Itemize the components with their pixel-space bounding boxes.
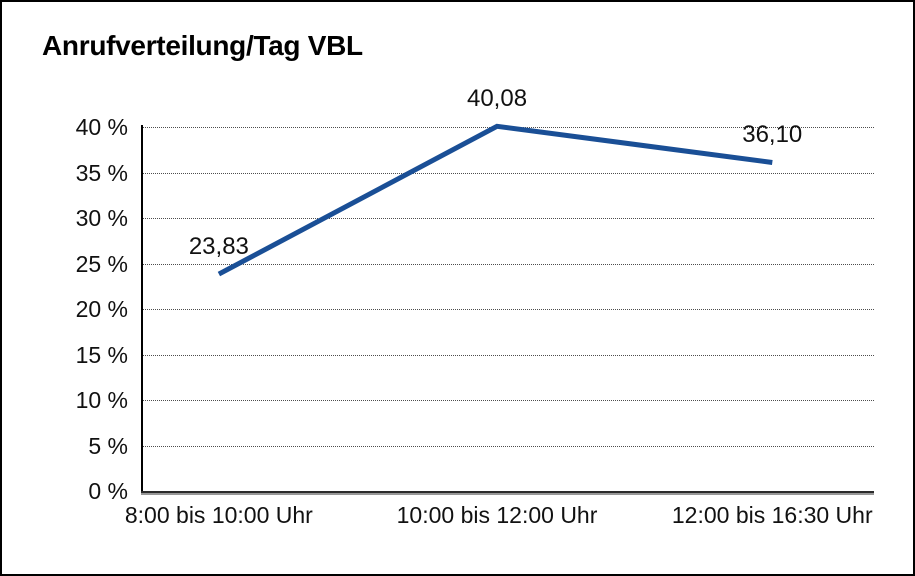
- gridline: [142, 309, 874, 310]
- y-tick-label: 0 %: [88, 478, 128, 504]
- y-tick-label: 5 %: [88, 432, 128, 459]
- y-tick-label: 30 %: [75, 205, 128, 231]
- point-label: 40,08: [466, 85, 528, 113]
- gridline: [142, 400, 874, 401]
- point-label: 23,83: [188, 233, 249, 261]
- y-tick-label: 10 %: [75, 387, 128, 413]
- chart-title: Anrufverteilung/Tag VBL: [42, 30, 363, 61]
- gridline: [142, 172, 874, 174]
- gridline: [142, 263, 874, 265]
- y-axis-line: [141, 125, 143, 495]
- y-tick-label: 40 %: [75, 114, 128, 140]
- x-category-label: 10:00 bis 12:00 Uhr: [396, 502, 598, 528]
- y-tick-label: 20 %: [75, 296, 128, 322]
- x-axis-shadow-line: [141, 493, 874, 495]
- x-axis-line: [141, 491, 874, 493]
- series-line: [217, 123, 773, 277]
- y-tick-label: 15 %: [75, 341, 128, 368]
- y-tick-label: 35 %: [75, 159, 128, 186]
- plot-area: [141, 123, 874, 495]
- data-line: [217, 123, 773, 277]
- y-tick-label: 25 %: [75, 250, 128, 277]
- point-label: 36,10: [742, 121, 803, 149]
- gridline: [142, 445, 874, 447]
- x-category-label: 12:00 bis 16:30 Uhr: [671, 502, 873, 528]
- x-category-label: 8:00 bis 10:00 Uhr: [124, 502, 313, 528]
- gridline: [142, 354, 874, 356]
- gridline: [142, 218, 874, 219]
